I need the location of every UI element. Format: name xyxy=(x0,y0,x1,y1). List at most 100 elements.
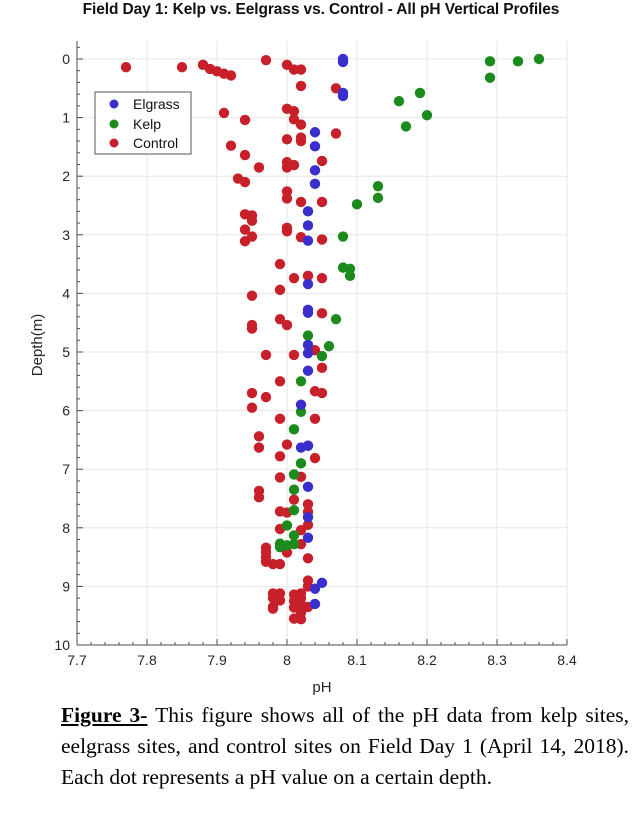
data-point-elgrass xyxy=(309,127,321,138)
data-point-elgrass xyxy=(309,598,321,610)
data-point-control xyxy=(260,54,272,66)
data-point-control xyxy=(281,319,293,331)
data-point-elgrass xyxy=(337,90,349,102)
data-point-kelp xyxy=(288,424,300,435)
figure-caption: Figure 3- This figure shows all of the p… xyxy=(61,700,629,793)
y-tick-label: 7 xyxy=(62,461,70,477)
data-point-kelp xyxy=(421,110,433,121)
data-point-kelp xyxy=(337,231,349,242)
data-point-control xyxy=(316,308,328,319)
data-point-control xyxy=(302,270,314,282)
data-point-control xyxy=(225,140,237,151)
data-point-elgrass xyxy=(302,339,314,351)
data-point-elgrass xyxy=(309,141,321,152)
data-point-elgrass xyxy=(302,481,314,492)
data-point-elgrass xyxy=(302,307,314,318)
data-point-elgrass xyxy=(309,165,321,176)
data-point-control xyxy=(302,519,314,531)
data-point-kelp xyxy=(288,530,300,541)
data-point-kelp xyxy=(288,484,300,495)
figure-label: Figure 3- xyxy=(61,703,148,727)
x-tick-label: 7.9 xyxy=(207,652,227,668)
data-point-control xyxy=(316,272,328,284)
data-point-control xyxy=(274,413,286,425)
data-point-control xyxy=(239,236,251,247)
data-point-control xyxy=(281,193,293,204)
y-tick-label: 10 xyxy=(54,637,70,653)
data-point-control xyxy=(281,134,293,145)
data-point-control xyxy=(288,494,300,505)
x-tick-label: 8.2 xyxy=(417,652,437,668)
data-point-control xyxy=(281,439,293,450)
data-point-control xyxy=(267,603,279,614)
data-point-control xyxy=(295,132,307,143)
data-point-control xyxy=(316,234,328,245)
data-point-kelp xyxy=(484,72,496,83)
data-point-control xyxy=(246,215,258,226)
y-tick-label: 2 xyxy=(62,168,70,184)
data-point-control xyxy=(295,64,307,75)
data-point-control xyxy=(246,387,258,399)
data-point-control xyxy=(316,155,328,167)
data-point-control xyxy=(288,349,300,361)
y-tick-label: 1 xyxy=(62,110,70,126)
legend: Elgrass Kelp Control xyxy=(94,91,192,155)
data-point-elgrass xyxy=(302,532,314,543)
data-point-control xyxy=(274,284,286,296)
data-point-control xyxy=(302,499,314,510)
data-point-control xyxy=(253,442,265,453)
y-tick-label: 5 xyxy=(62,344,70,360)
data-point-control xyxy=(253,431,265,442)
data-points xyxy=(120,53,545,625)
data-point-kelp xyxy=(330,313,342,325)
x-axis-label: pH xyxy=(312,679,331,696)
data-point-control xyxy=(120,62,132,73)
data-point-kelp xyxy=(302,330,314,341)
data-point-kelp xyxy=(295,376,307,387)
data-point-control xyxy=(218,107,230,119)
data-point-elgrass xyxy=(302,347,314,359)
data-point-elgrass xyxy=(302,365,314,376)
data-point-kelp xyxy=(484,56,496,67)
data-point-control xyxy=(330,128,342,139)
data-point-control xyxy=(316,387,328,399)
data-point-control xyxy=(260,391,272,403)
x-tick-label: 8 xyxy=(283,652,291,668)
legend-label-control: Control xyxy=(133,135,178,151)
data-point-control xyxy=(274,472,286,483)
data-point-elgrass xyxy=(302,278,314,290)
y-tick-label: 0 xyxy=(62,51,70,67)
data-point-control xyxy=(288,105,300,117)
data-point-control xyxy=(239,176,251,188)
data-point-control xyxy=(274,558,286,570)
data-point-control xyxy=(274,258,286,270)
data-point-elgrass xyxy=(316,577,328,589)
data-point-elgrass xyxy=(309,178,321,190)
data-point-kelp xyxy=(351,199,363,210)
legend-marker-control xyxy=(109,138,119,148)
data-point-control xyxy=(239,149,251,161)
y-tick-label: 9 xyxy=(62,578,70,594)
data-point-kelp xyxy=(274,538,286,549)
data-point-elgrass xyxy=(295,399,307,410)
data-point-control xyxy=(274,595,286,606)
chart-title: Field Day 1: Kelp vs. Eelgrass vs. Contr… xyxy=(82,1,560,18)
data-point-elgrass xyxy=(302,220,314,231)
data-point-control xyxy=(176,62,188,73)
data-point-control xyxy=(225,70,237,81)
data-point-kelp xyxy=(288,505,300,516)
data-point-control xyxy=(239,224,251,235)
data-point-control xyxy=(309,452,321,464)
data-point-elgrass xyxy=(302,512,314,523)
data-point-kelp xyxy=(414,87,426,99)
data-point-kelp xyxy=(372,180,384,192)
data-point-kelp xyxy=(281,520,293,531)
data-point-kelp xyxy=(288,469,300,480)
data-point-control xyxy=(274,451,286,462)
data-point-kelp xyxy=(295,458,307,469)
data-point-control xyxy=(246,323,258,334)
data-point-control xyxy=(288,272,300,284)
data-point-kelp xyxy=(316,350,328,362)
data-point-kelp xyxy=(323,340,335,352)
y-tick-label: 8 xyxy=(62,520,70,536)
